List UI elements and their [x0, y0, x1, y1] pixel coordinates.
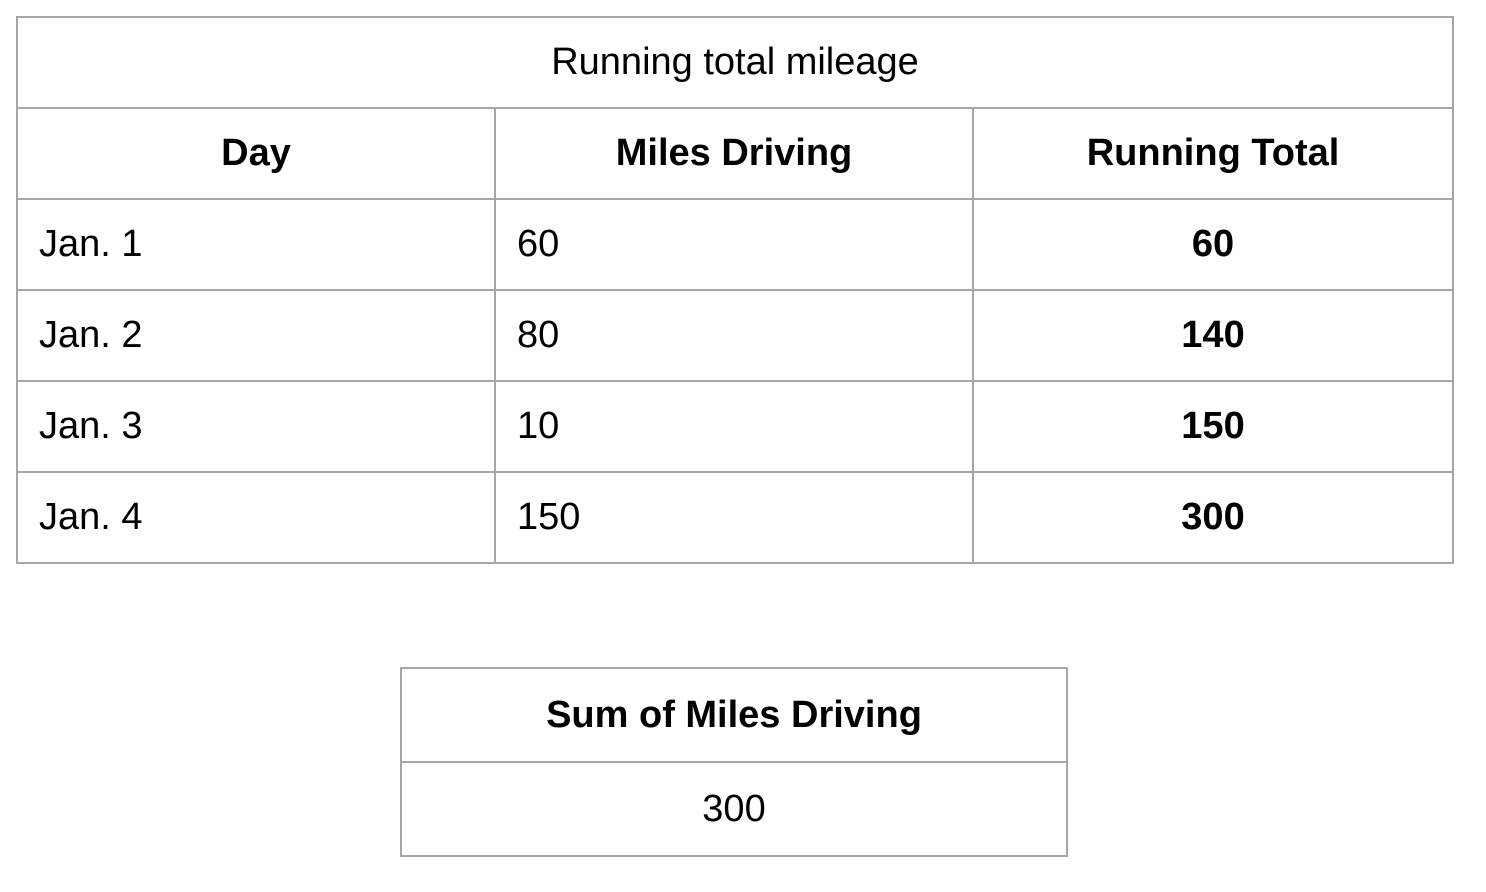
- table-header-row: Day Miles Driving Running Total: [16, 107, 1455, 200]
- sum-value: 300: [400, 761, 1068, 857]
- column-header-miles-driving: Miles Driving: [494, 107, 974, 200]
- running-total-cell: 140: [971, 289, 1455, 382]
- running-total-cell: 60: [971, 198, 1455, 291]
- table-row: Jan. 1 60 60: [16, 198, 1455, 291]
- day-cell: Jan. 3: [16, 380, 496, 473]
- miles-cell: 10: [494, 380, 974, 473]
- miles-cell: 60: [494, 198, 974, 291]
- sum-header-row: Sum of Miles Driving: [400, 667, 1068, 763]
- column-header-day: Day: [16, 107, 496, 200]
- miles-cell: 150: [494, 471, 974, 564]
- column-header-running-total: Running Total: [971, 107, 1455, 200]
- table-row: Jan. 3 10 150: [16, 380, 1455, 473]
- miles-cell: 80: [494, 289, 974, 382]
- table-row: Jan. 2 80 140: [16, 289, 1455, 382]
- table-title-row: Running total mileage: [15, 16, 1455, 109]
- day-cell: Jan. 2: [16, 289, 496, 382]
- running-total-cell: 150: [971, 380, 1455, 473]
- table-row: Jan. 4 150 300: [16, 471, 1455, 564]
- sum-header: Sum of Miles Driving: [400, 667, 1068, 763]
- day-cell: Jan. 4: [16, 471, 496, 564]
- running-total-cell: 300: [971, 471, 1455, 564]
- running-total-table: Running total mileage Day Miles Driving …: [15, 16, 1455, 564]
- table-title: Running total mileage: [15, 16, 1455, 109]
- sum-value-row: 300: [400, 761, 1068, 857]
- day-cell: Jan. 1: [16, 198, 496, 291]
- sum-table: Sum of Miles Driving 300: [400, 667, 1068, 857]
